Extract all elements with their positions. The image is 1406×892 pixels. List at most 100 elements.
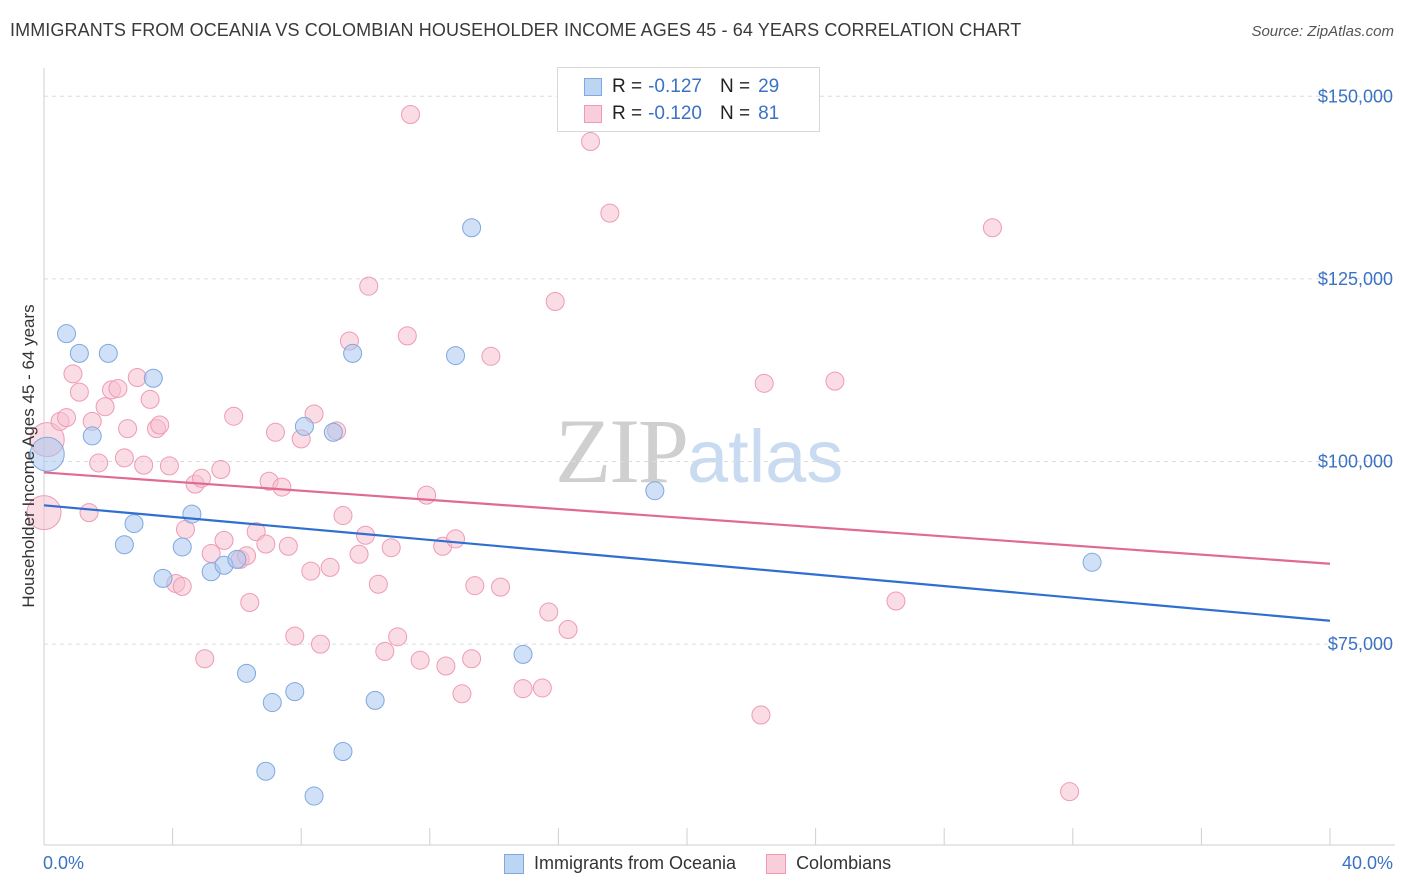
colombians-point [26, 495, 62, 531]
colombians-point [69, 382, 89, 402]
colombians-point [159, 456, 179, 476]
oceania-point [645, 481, 665, 501]
colombians-point [368, 574, 388, 594]
colombians-point [481, 346, 501, 366]
legend-row-oceania: R = -0.127 N = 29 [584, 74, 779, 100]
colombians-point [349, 544, 369, 564]
oceania-point [343, 343, 363, 363]
colombians-point [452, 684, 472, 704]
colombians-point [1060, 782, 1080, 802]
y-axis-label: Householder Income Ages 45 - 64 years [19, 304, 38, 607]
legend-label-colombians: Colombians [796, 853, 892, 873]
colombians-point [491, 577, 511, 597]
colombians-point [301, 561, 321, 581]
colombians-point [558, 620, 578, 640]
colombians-point [751, 705, 771, 725]
x-tick-label-min: 0.0% [43, 853, 84, 873]
oceania-point [124, 514, 144, 534]
oceania-point [446, 346, 466, 366]
legend-n-label: N = [719, 76, 751, 97]
legend-swatch-oceania [504, 853, 524, 874]
oceania-point [285, 682, 305, 702]
colombians-point [886, 591, 906, 611]
oceania-point [57, 324, 77, 344]
oceania-trend-line [43, 504, 1331, 622]
legend-row-colombians: R = -0.120 N = 81 [584, 101, 779, 127]
oceania-point [114, 535, 134, 555]
colombians-point [114, 448, 134, 468]
watermark-zip: ZIP [555, 400, 689, 502]
colombians-point [140, 389, 160, 409]
oceania-points [29, 218, 1102, 806]
oceania-point [237, 663, 257, 683]
oceania-point [143, 368, 163, 388]
colombians-point [545, 292, 565, 312]
colombians-point [581, 132, 601, 152]
colombians-point [825, 371, 845, 391]
oceania-point [227, 549, 247, 569]
oceania-point [365, 690, 385, 710]
colombians-point [63, 364, 83, 384]
axes [43, 68, 1395, 846]
oceania-point [304, 786, 324, 806]
legend-r-value: -0.120 [648, 103, 702, 124]
watermark-atlas: atlas [687, 415, 844, 498]
colombians-point [754, 373, 774, 393]
y-tick-label: $125,000 [1318, 269, 1393, 289]
legend-item-oceania[interactable]: Immigrants from Oceania [504, 853, 736, 874]
trend-lines [43, 471, 1331, 622]
series-legend: Immigrants from Oceania Colombians [504, 853, 921, 874]
colombians-point [333, 506, 353, 526]
colombians-point [532, 678, 552, 698]
colombians-point [265, 422, 285, 442]
colombians-point [388, 627, 408, 647]
colombians-point [465, 576, 485, 596]
colombians-point [127, 367, 147, 387]
legend-n-label: N = [719, 103, 751, 124]
colombians-point [397, 326, 417, 346]
colombians-point [79, 503, 99, 523]
oceania-point [323, 422, 343, 442]
colombians-point [436, 656, 456, 676]
legend-n-value: 81 [758, 103, 780, 124]
oceania-point [294, 416, 314, 436]
colombians-point [108, 378, 128, 398]
colombians-point [172, 576, 192, 596]
colombians-point [272, 477, 292, 497]
y-tick-label: $75,000 [1328, 634, 1393, 654]
colombians-point [256, 534, 276, 554]
colombians-point [134, 455, 154, 475]
legend-item-colombians[interactable]: Colombians [766, 853, 891, 874]
colombians-point [195, 649, 215, 669]
source-label: Source: ZipAtlas.com [1251, 23, 1394, 40]
colombians-point [513, 679, 533, 699]
colombians-point [359, 276, 379, 296]
legend-r-label: R = [612, 76, 643, 97]
oceania-point [172, 537, 192, 557]
colombians-point [89, 453, 109, 473]
legend-swatch-oceania [584, 78, 602, 96]
y-tick-label: $150,000 [1318, 86, 1393, 106]
colombians-point [539, 602, 559, 622]
oceania-point [82, 426, 102, 446]
colombians-point [150, 415, 170, 435]
colombians-point [95, 397, 115, 417]
oceania-point [69, 343, 89, 363]
colombians-point [462, 649, 482, 669]
oceania-point [513, 644, 533, 664]
colombians-point [417, 485, 437, 505]
colombians-point [224, 406, 244, 426]
colombians-point [381, 538, 401, 558]
colombians-point [57, 408, 77, 428]
oceania-point [29, 436, 65, 472]
colombians-point [240, 592, 260, 612]
legend-swatch-colombians [766, 853, 787, 874]
colombians-trend-line [43, 471, 1331, 565]
x-tick-label-max: 40.0% [1342, 853, 1393, 873]
colombians-point [285, 626, 305, 646]
legend-n-value: 29 [758, 76, 780, 97]
oceania-point [182, 504, 202, 524]
colombians-point [446, 529, 466, 549]
oceania-point [153, 568, 173, 588]
